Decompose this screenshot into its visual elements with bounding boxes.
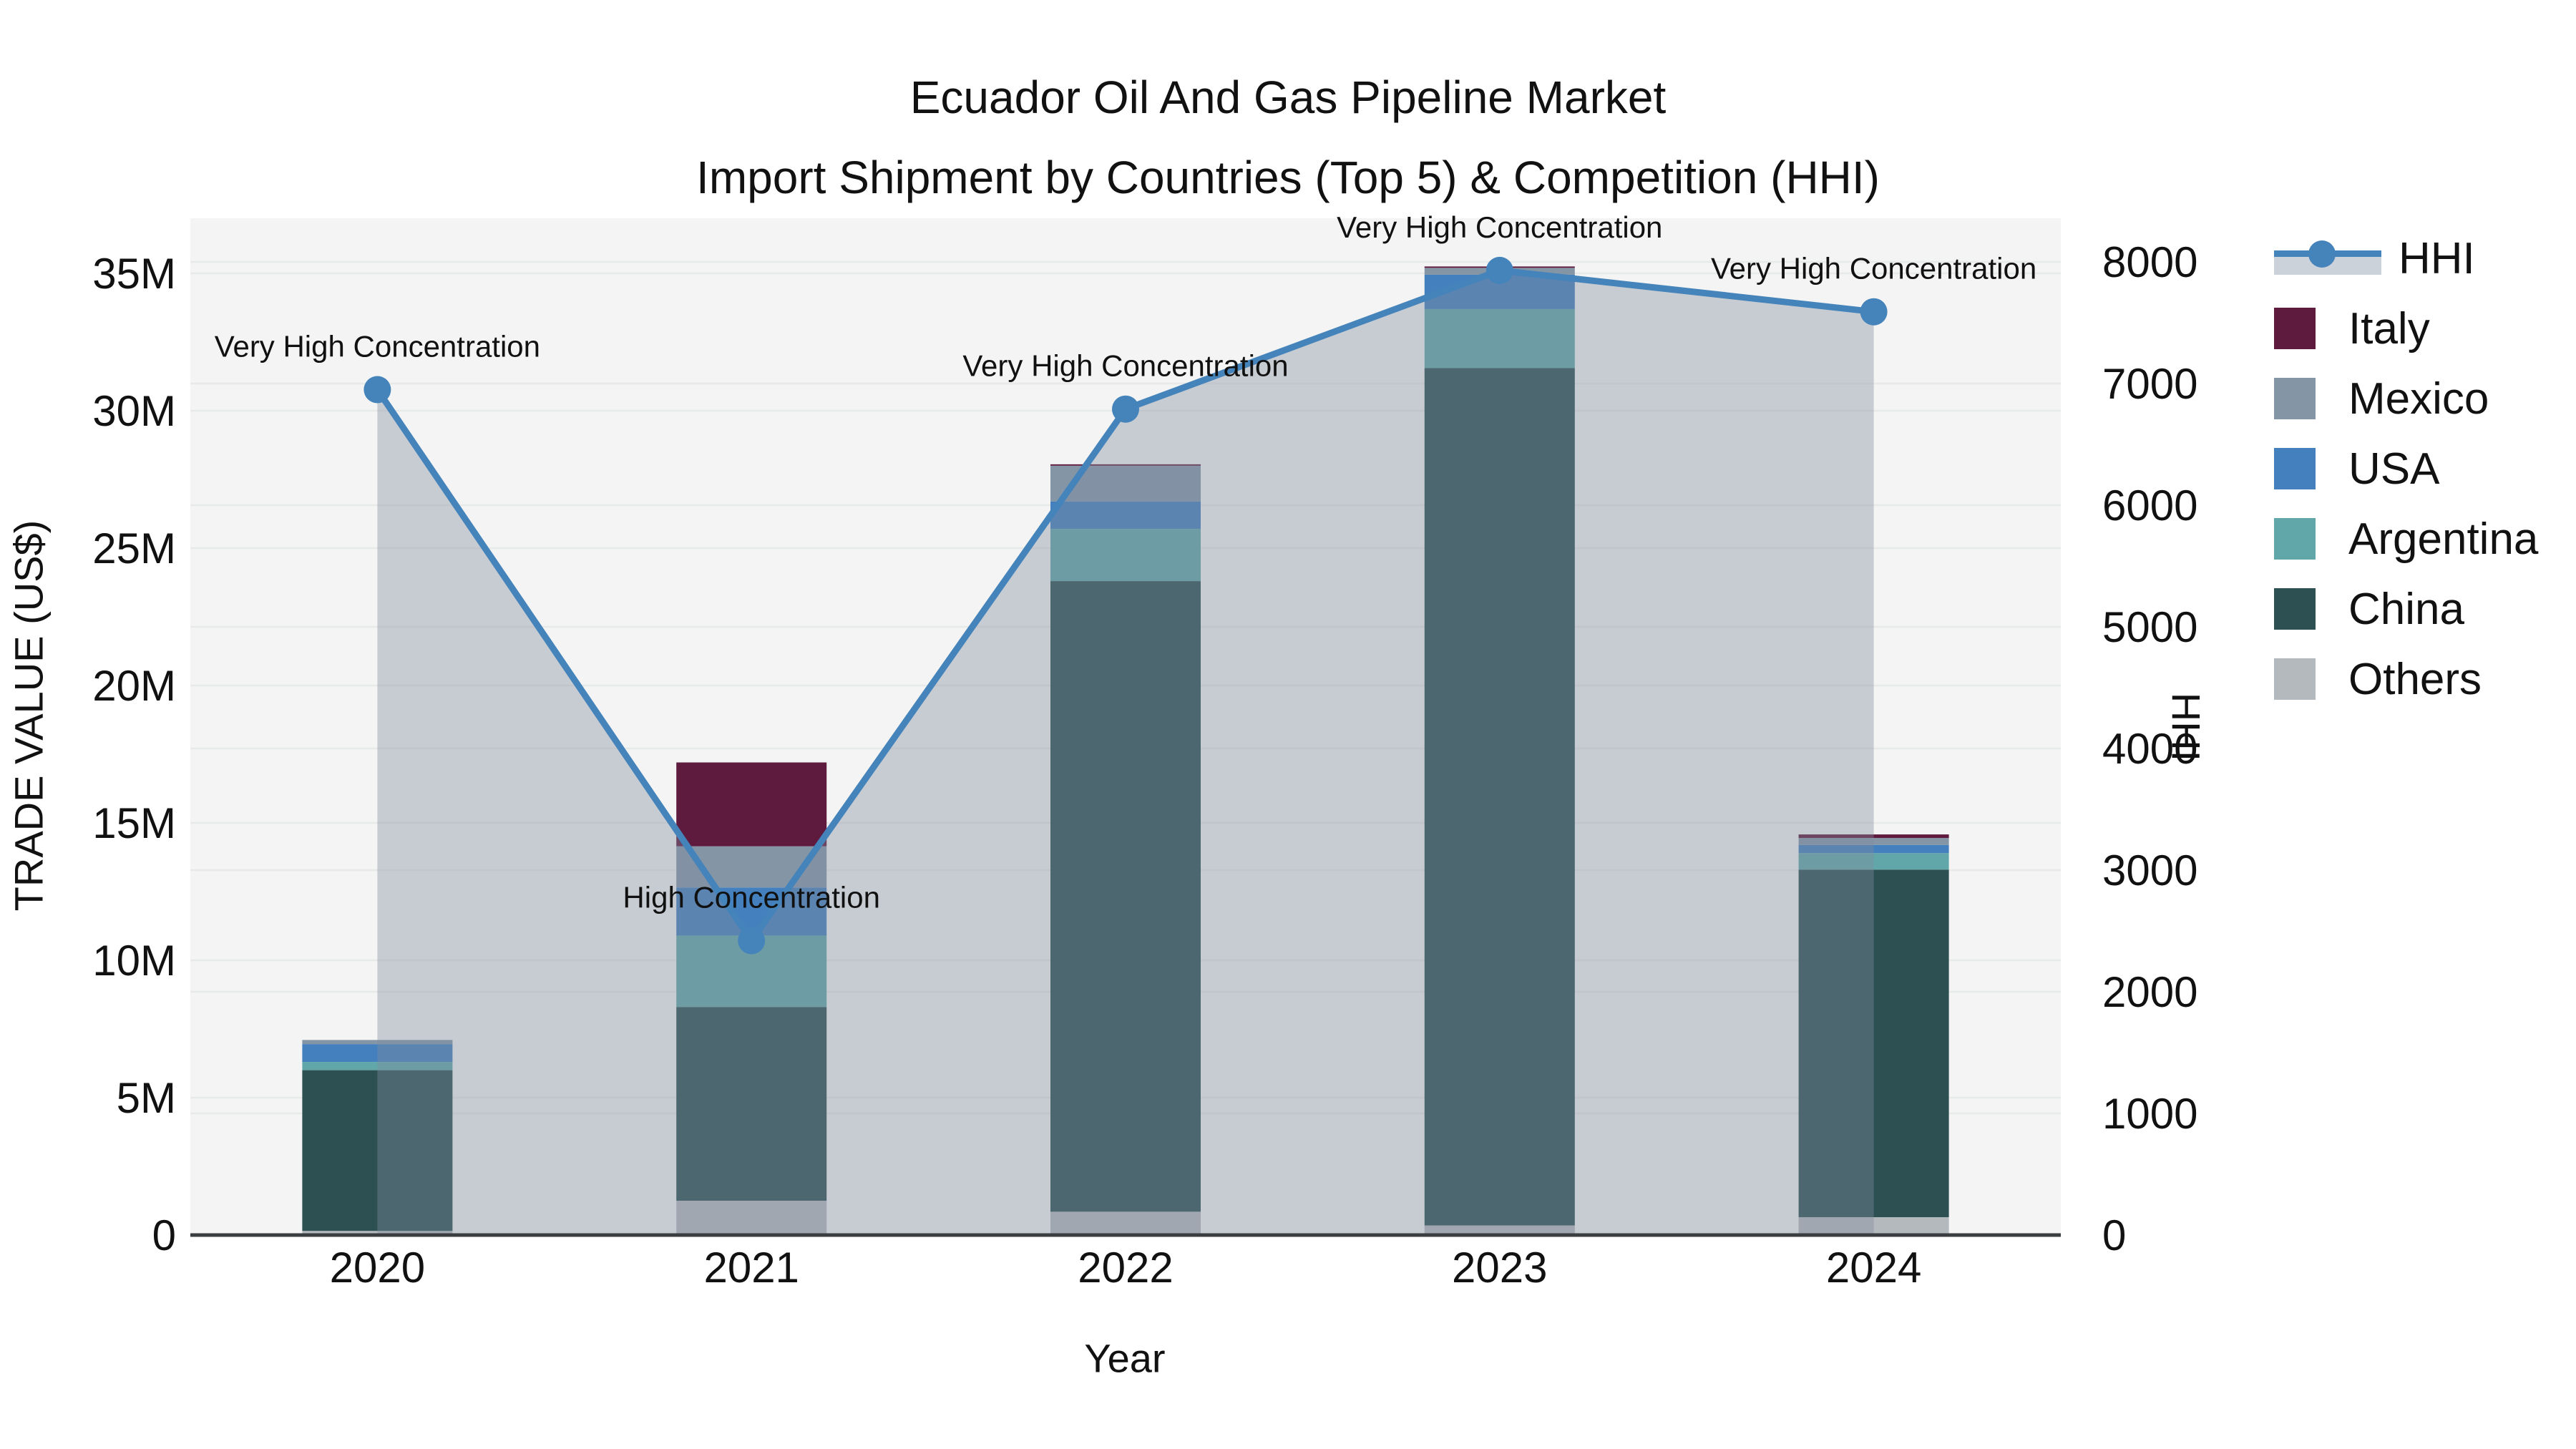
left-tick-label-5M: 5M	[117, 1074, 176, 1122]
legend-label: USA	[2348, 444, 2440, 494]
right-tick-label-2000: 2000	[2102, 968, 2197, 1016]
chart-title-line1: Ecuador Oil And Gas Pipeline Market	[909, 72, 1667, 123]
legend-swatch-others	[2274, 658, 2316, 700]
x-tick-label-2021: 2021	[703, 1244, 799, 1292]
bar-segment-Others-2020	[302, 1231, 453, 1235]
bar-segment-Italy-2024	[1798, 834, 1949, 839]
bar-segment-China-2023	[1424, 368, 1575, 1226]
legend-item-argentina[interactable]: Argentina	[2274, 504, 2538, 574]
bar-segment-Argentina-2020	[302, 1062, 453, 1070]
legend-item-hhi[interactable]: HHI	[2274, 223, 2538, 293]
chart-title: Ecuador Oil And Gas Pipeline Market Impo…	[0, 57, 2576, 218]
right-tick-label-7000: 7000	[2102, 360, 2197, 408]
right-tick-label-0: 0	[2102, 1211, 2126, 1259]
right-tick-label-3000: 3000	[2102, 847, 2197, 894]
x-axis-title: Year	[1084, 1335, 1166, 1381]
right-axis-title: HHI	[2163, 692, 2209, 762]
hhi-marker-2023	[1485, 256, 1513, 284]
legend-swatch-argentina	[2274, 518, 2316, 560]
annotation-2020: Very High Concentration	[215, 330, 540, 364]
legend-label: Italy	[2348, 303, 2430, 353]
hhi-marker-2021	[738, 927, 766, 955]
left-tick-label-20M: 20M	[92, 662, 176, 710]
right-tick-label-6000: 6000	[2102, 482, 2197, 530]
bar-segment-USA-2022	[1050, 501, 1201, 530]
right-tick-label-5000: 5000	[2102, 603, 2197, 651]
hhi-line-icon	[2274, 238, 2381, 279]
bar-segment-China-2022	[1050, 581, 1201, 1212]
annotation-2024: Very High Concentration	[1711, 252, 2036, 286]
legend-item-usa[interactable]: USA	[2274, 434, 2538, 504]
left-tick-label-0: 0	[152, 1211, 176, 1259]
bar-segment-Mexico-2024	[1798, 838, 1949, 845]
x-tick-label-2023: 2023	[1452, 1244, 1547, 1292]
right-tick-label-4000: 4000	[2102, 725, 2197, 773]
bar-segment-Others-2022	[1050, 1211, 1201, 1235]
chart-title-line2: Import Shipment by Countries (Top 5) & C…	[696, 152, 1880, 203]
left-axis-title: TRADE VALUE (US$)	[6, 519, 52, 912]
x-tick-label-2020: 2020	[330, 1244, 425, 1292]
left-tick-label-30M: 30M	[92, 387, 176, 435]
legend-label: HHI	[2399, 233, 2475, 283]
hhi-marker-2020	[364, 376, 391, 404]
left-tick-label-10M: 10M	[92, 937, 176, 985]
hhi-marker-2024	[1860, 298, 1888, 326]
legend-label: Argentina	[2348, 514, 2539, 564]
legend-item-italy[interactable]: Italy	[2274, 293, 2538, 364]
bar-segment-Others-2024	[1798, 1217, 1949, 1235]
bar-segment-China-2024	[1798, 869, 1949, 1218]
legend: HHI Italy Mexico USA Argentina China Others	[2274, 223, 2538, 714]
bar-segment-USA-2024	[1798, 844, 1949, 854]
legend-swatch-mexico	[2274, 378, 2316, 419]
legend-swatch-usa	[2274, 448, 2316, 489]
bar-segment-Mexico-2020	[302, 1040, 453, 1045]
bar-segment-Italy-2022	[1050, 464, 1201, 466]
bar-segment-Argentina-2024	[1798, 853, 1949, 870]
legend-item-china[interactable]: China	[2274, 574, 2538, 644]
bar-segment-Others-2023	[1424, 1225, 1575, 1235]
bar-segment-Argentina-2023	[1424, 308, 1575, 369]
bar-segment-China-2020	[302, 1070, 453, 1231]
bar-segment-Argentina-2022	[1050, 529, 1201, 582]
bar-segment-Italy-2021	[676, 762, 827, 847]
x-tick-label-2024: 2024	[1826, 1244, 1921, 1292]
annotation-2022: Very High Concentration	[962, 349, 1288, 383]
legend-item-mexico[interactable]: Mexico	[2274, 364, 2538, 434]
left-tick-label-15M: 15M	[92, 799, 176, 847]
annotation-2023: Very High Concentration	[1337, 210, 1662, 244]
annotation-2021: High Concentration	[623, 881, 880, 914]
legend-label: China	[2348, 584, 2464, 634]
bar-segment-USA-2020	[302, 1044, 453, 1063]
legend-swatch-china	[2274, 588, 2316, 630]
x-tick-label-2022: 2022	[1078, 1244, 1173, 1292]
legend-label: Others	[2348, 654, 2482, 704]
right-tick-label-1000: 1000	[2102, 1090, 2197, 1138]
right-tick-label-8000: 8000	[2102, 238, 2197, 286]
left-tick-label-35M: 35M	[92, 250, 176, 298]
bar-segment-China-2021	[676, 1007, 827, 1201]
hhi-area	[377, 270, 1874, 1235]
legend-swatch-italy	[2274, 308, 2316, 349]
legend-item-others[interactable]: Others	[2274, 644, 2538, 714]
bar-segment-Others-2021	[676, 1201, 827, 1235]
legend-label: Mexico	[2348, 374, 2489, 424]
left-tick-label-25M: 25M	[92, 525, 176, 572]
hhi-marker-2022	[1112, 395, 1139, 423]
